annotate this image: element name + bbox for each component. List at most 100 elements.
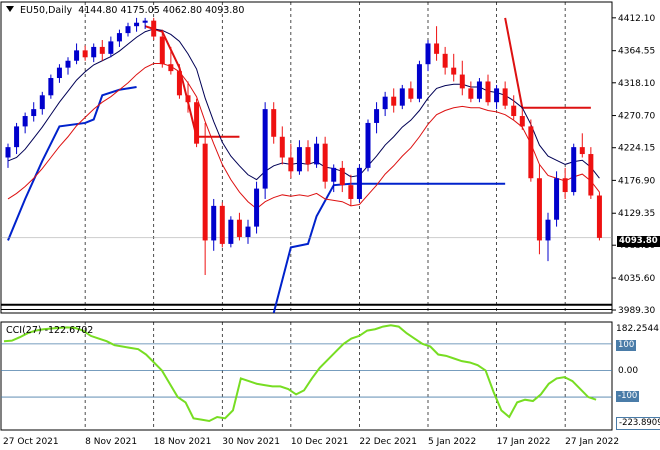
symbol-label: EU50,Daily	[20, 5, 73, 16]
candle-body	[459, 74, 465, 89]
y-tick-label: 4176.90	[618, 176, 655, 186]
candle-body	[168, 64, 174, 72]
x-tick-label: 30 Nov 2021	[222, 437, 280, 447]
cci-min-tag: -223.8909	[616, 417, 660, 430]
envelope-line-b	[272, 182, 506, 314]
candle-body	[434, 43, 440, 54]
candle-body	[511, 105, 517, 117]
candle-body	[296, 147, 302, 172]
candle-body	[425, 43, 431, 65]
candle-body	[99, 46, 105, 54]
y-tick-label: 4318.10	[618, 79, 655, 89]
candle-body	[494, 88, 500, 103]
candle-body	[374, 109, 380, 123]
candle-body	[416, 64, 422, 99]
x-tick-label: 8 Nov 2021	[85, 437, 137, 447]
candle-body	[48, 78, 54, 96]
candle-body	[211, 205, 217, 241]
candle-body	[365, 122, 371, 168]
y-tick-label: 4129.35	[618, 209, 655, 219]
candle-body	[571, 147, 577, 193]
candle-body	[125, 26, 131, 34]
candle-body	[305, 147, 311, 165]
candle-body	[176, 71, 182, 96]
candle-body	[356, 167, 362, 199]
y-tick-label: 4035.60	[618, 274, 655, 284]
candle-body	[39, 95, 45, 110]
candle-body	[382, 96, 388, 110]
cci-header: CCI(27) -122.6702	[6, 325, 94, 336]
candle-body	[108, 41, 114, 54]
x-tick-label: 18 Nov 2021	[154, 437, 212, 447]
candle-body	[468, 88, 474, 99]
candle-body	[399, 88, 405, 106]
cci-line	[3, 324, 597, 423]
ma-fast-line	[7, 28, 600, 181]
symbol-header: EU50,Daily 4144.80 4175.05 4062.80 4093.…	[6, 5, 244, 16]
y-tick-label: 4270.70	[618, 112, 655, 122]
main-panel-frame	[0, 1, 613, 314]
candle-body	[485, 81, 491, 103]
y-tick-label: 3989.30	[618, 306, 655, 316]
candle-body	[502, 88, 508, 106]
candle-body	[339, 167, 345, 186]
candle-body	[588, 154, 594, 196]
candle-body	[442, 53, 448, 68]
candle-body	[528, 126, 534, 179]
cci-minus100-tag: -100	[616, 391, 640, 402]
cci-panel-frame	[0, 321, 613, 431]
x-tick-label: 10 Dec 2021	[291, 437, 349, 447]
candle-body	[56, 67, 62, 79]
cci-max-label: 182.2544	[616, 324, 659, 334]
candle-body	[519, 116, 525, 127]
candle-body	[202, 143, 208, 241]
y-tick-label: 4412.10	[618, 14, 655, 24]
cci-zero-label: 0.00	[618, 366, 639, 376]
candle-body	[322, 143, 328, 182]
candle-body	[391, 96, 397, 106]
candle-body	[476, 81, 482, 99]
candle-body	[31, 109, 37, 117]
candle-body	[545, 219, 551, 241]
candle-body	[314, 143, 320, 165]
candle-body	[151, 20, 157, 37]
candle-body	[22, 116, 28, 127]
last-price-tag: 4093.80	[617, 236, 660, 247]
candle-body	[185, 95, 191, 103]
candle-body	[348, 185, 354, 199]
candle-body	[536, 178, 542, 241]
cci-100-tag: 100	[616, 340, 637, 351]
candle-body	[288, 157, 294, 172]
x-tick-label: 17 Jan 2022	[497, 437, 551, 447]
candle-body	[194, 102, 200, 144]
triangle-down-icon[interactable]	[6, 6, 14, 12]
x-tick-label: 5 Jan 2022	[428, 437, 476, 447]
candle-body	[91, 46, 97, 58]
x-tick-label: 27 Jan 2022	[565, 437, 619, 447]
candle-body	[236, 219, 242, 237]
candle-body	[279, 136, 285, 158]
candle-body	[254, 188, 260, 227]
x-tick-label: 27 Oct 2021	[3, 437, 59, 447]
candle-body	[331, 167, 337, 182]
candle-body	[271, 109, 277, 137]
ohlc-readout: 4144.80 4175.05 4062.80 4093.80	[78, 5, 245, 16]
candle-body	[245, 226, 251, 237]
candle-body	[408, 88, 414, 99]
envelope-line-a	[7, 86, 137, 241]
pivot-line-b	[504, 17, 591, 109]
candle-body	[142, 20, 148, 23]
candle-body	[219, 205, 225, 244]
y-tick-label: 4364.55	[618, 47, 655, 57]
candle-body	[579, 147, 585, 155]
pivot-line-a	[144, 25, 240, 138]
candle-body	[116, 33, 122, 42]
candle-body	[14, 126, 20, 148]
candle-body	[596, 195, 602, 238]
candle-body	[74, 50, 80, 61]
candle-body	[134, 22, 140, 27]
candle-body	[5, 147, 11, 158]
ma-slow-line	[7, 63, 600, 210]
